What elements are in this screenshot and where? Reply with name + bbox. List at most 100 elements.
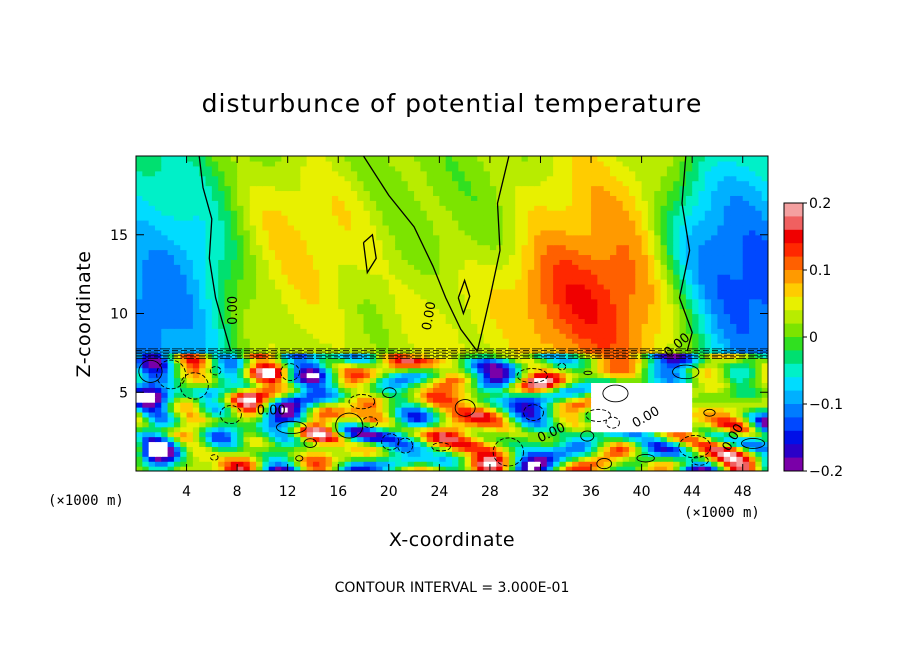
heatmap-cell	[426, 456, 434, 462]
heatmap-cell	[477, 298, 485, 305]
heatmap-cell	[622, 298, 630, 305]
heatmap-cell	[685, 239, 693, 246]
heatmap-cell	[369, 288, 377, 295]
heatmap-cell	[331, 293, 339, 300]
heatmap-cell	[730, 234, 737, 241]
heatmap-cell	[414, 269, 421, 275]
heatmap-cell	[534, 308, 542, 315]
heatmap-cell	[616, 338, 624, 344]
heatmap-cell	[382, 416, 390, 423]
heatmap-cell	[180, 234, 188, 241]
heatmap-cell	[584, 234, 592, 241]
heatmap-cell	[679, 274, 687, 280]
heatmap-cell	[319, 249, 327, 256]
heatmap-cell	[142, 426, 150, 433]
heatmap-cell	[685, 466, 693, 471]
heatmap-cell	[730, 293, 737, 300]
heatmap-cell	[654, 264, 662, 270]
heatmap-cell	[666, 367, 674, 374]
heatmap-cell	[192, 372, 200, 379]
heatmap-cell	[230, 392, 238, 398]
heatmap-cell	[553, 239, 561, 246]
heatmap-cell	[294, 352, 301, 359]
heatmap-cell	[641, 357, 649, 364]
heatmap-cell	[521, 259, 529, 265]
heatmap-cell	[464, 367, 472, 374]
heatmap-cell	[559, 426, 567, 433]
heatmap-cell	[142, 239, 150, 246]
heatmap-cell	[470, 254, 478, 260]
heatmap-cell	[180, 229, 188, 236]
heatmap-cell	[755, 397, 763, 403]
heatmap-cell	[591, 234, 598, 241]
heatmap-cell	[654, 446, 662, 452]
heatmap-cell	[300, 293, 308, 300]
heatmap-cell	[483, 259, 491, 265]
heatmap-cell	[515, 293, 523, 300]
heatmap-cell	[287, 343, 295, 349]
heatmap-cell	[414, 436, 421, 443]
heatmap-cell	[635, 234, 643, 241]
heatmap-cell	[515, 269, 523, 275]
heatmap-cell	[483, 377, 491, 384]
heatmap-cell	[407, 244, 415, 251]
heatmap-cell	[420, 431, 428, 438]
heatmap-cell	[622, 357, 630, 364]
heatmap-cell	[268, 402, 276, 408]
heatmap-cell	[578, 352, 586, 359]
heatmap-cell	[660, 451, 668, 457]
heatmap-cell	[426, 259, 434, 265]
heatmap-cell	[230, 308, 238, 315]
heatmap-cell	[376, 269, 384, 275]
heatmap-cell	[275, 416, 282, 423]
heatmap-cell	[704, 303, 712, 310]
heatmap-cell	[622, 239, 630, 246]
heatmap-cell	[521, 338, 529, 344]
heatmap-cell	[534, 357, 542, 364]
heatmap-cell	[502, 392, 510, 398]
heatmap-cell	[211, 466, 219, 471]
heatmap-cell	[736, 397, 744, 403]
heatmap-cell	[502, 308, 510, 315]
heatmap-cell	[540, 461, 548, 467]
heatmap-cell	[711, 352, 719, 359]
heatmap-cell	[584, 298, 592, 305]
heatmap-cell	[262, 298, 270, 305]
heatmap-cell	[401, 397, 409, 403]
heatmap-cell	[180, 461, 188, 467]
heatmap-cell	[660, 333, 668, 339]
heatmap-cell	[287, 372, 295, 379]
heatmap-cell	[312, 377, 320, 384]
heatmap-cell	[363, 333, 371, 339]
heatmap-cell	[186, 377, 194, 384]
heatmap-cell	[610, 421, 617, 428]
heatmap-cell	[515, 411, 523, 418]
heatmap-cell	[673, 239, 681, 246]
heatmap-cell	[647, 431, 655, 438]
heatmap-cell	[723, 338, 731, 344]
heatmap-cell	[464, 436, 472, 443]
heatmap-cell	[388, 259, 396, 265]
heatmap-cell	[527, 313, 535, 320]
heatmap-cell	[755, 239, 763, 246]
heatmap-cell	[452, 387, 459, 393]
heatmap-cell	[673, 446, 681, 452]
heatmap-cell	[660, 229, 668, 236]
heatmap-cell	[628, 308, 636, 315]
heatmap-cell	[553, 397, 561, 403]
heatmap-cell	[685, 293, 693, 300]
heatmap-cell	[546, 466, 554, 471]
heatmap-cell	[610, 323, 617, 329]
heatmap-cell	[211, 416, 219, 423]
heatmap-cell	[433, 377, 440, 384]
heatmap-cell	[641, 441, 649, 447]
heatmap-cell	[597, 269, 605, 275]
heatmap-cell	[306, 279, 314, 285]
heatmap-cell	[591, 333, 598, 339]
heatmap-cell	[256, 352, 263, 359]
heatmap-cell	[439, 382, 447, 388]
heatmap-cell	[205, 323, 213, 329]
heatmap-cell	[312, 298, 320, 305]
heatmap-cell	[470, 308, 478, 315]
heatmap-cell	[433, 259, 440, 265]
